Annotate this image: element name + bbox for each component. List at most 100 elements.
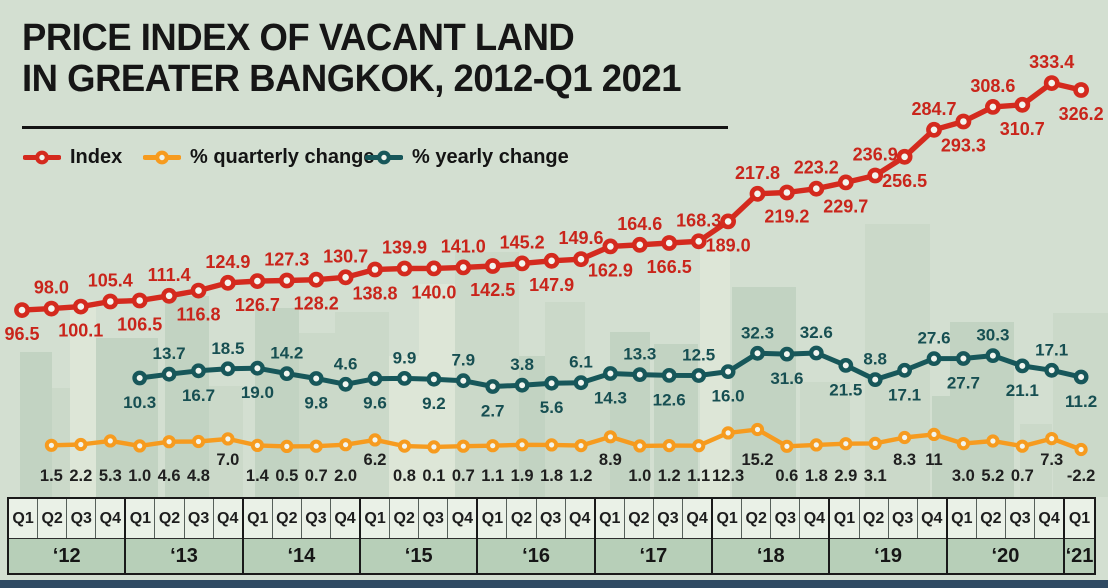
quarter-cell: Q1 [595, 499, 625, 538]
quarter-row: Q1 Q2 Q3 Q4 [478, 499, 594, 539]
data-point-marker [545, 438, 559, 452]
quarter-cell: Q2 [507, 499, 537, 538]
data-point-marker [456, 439, 470, 453]
quarter-cell: Q2 [155, 499, 185, 538]
data-point-marker [1014, 358, 1030, 374]
data-point-marker [425, 260, 442, 277]
chart-legend: Index % quarterly change % yearly change [0, 143, 1108, 171]
year-group: Q1 Q2 Q3 Q4 ‘15 [361, 499, 479, 573]
skyline-building [52, 388, 72, 497]
data-point-marker [896, 148, 913, 165]
quarter-cell: Q2 [390, 499, 420, 538]
data-point-label: 166.5 [647, 257, 692, 277]
data-point-marker [191, 363, 206, 379]
data-point-marker [427, 440, 441, 454]
quarter-cell: Q1 [1065, 499, 1094, 538]
data-point-label: 13.3 [623, 345, 656, 364]
year-group: Q1 Q2 Q3 Q4 ‘18 [713, 499, 831, 573]
quarter-cell: Q2 [976, 499, 1006, 538]
year-group: Q1 Q2 Q3 Q4 ‘13 [126, 499, 244, 573]
data-point-marker [279, 366, 295, 381]
data-point-label: 6.1 [569, 353, 593, 372]
data-point-marker [720, 364, 736, 379]
data-point-label: 116.8 [176, 305, 220, 325]
legend-item-index: Index [23, 143, 122, 171]
data-point-label: 8.9 [599, 451, 622, 469]
data-point-marker [161, 366, 177, 382]
data-point-marker [484, 258, 501, 274]
quarter-cell: Q4 [917, 499, 946, 538]
skyline-building [299, 333, 335, 497]
index-series-marker-icon [23, 150, 61, 164]
series-quarterly-change: 1.5 2.2 5.3 1.0 4.6 4.8 7.0 1.4 0.5 0.7 2.0 6.2 0.8 0… [40, 422, 1095, 485]
data-point-marker [1014, 96, 1031, 113]
data-point-label: 1.0 [128, 467, 151, 485]
quarter-row: Q1 Q2 Q3 Q4 [713, 499, 829, 539]
data-point-marker [602, 238, 619, 255]
series-index: 96.5 98.0 100.1 105.4 106.5 111.4 116.8 124.9 12… [4, 52, 1103, 344]
data-point-marker [219, 274, 236, 291]
data-point-label: 124.9 [205, 252, 250, 272]
data-point-label: 130.7 [323, 246, 368, 266]
legend-label-index: Index [70, 145, 123, 168]
data-point-label: 128.2 [294, 294, 339, 314]
year-label: ‘15 [404, 544, 433, 567]
quarter-cell: Q1 [243, 499, 273, 538]
quarter-cell: Q2 [38, 499, 68, 538]
data-point-label: 0.5 [275, 467, 298, 485]
data-point-label: 2.2 [69, 467, 92, 485]
data-point-label: 2.9 [834, 467, 857, 485]
data-point-marker [633, 439, 647, 453]
skyline-building [70, 300, 96, 497]
data-point-label: 12.5 [682, 346, 715, 365]
data-point-label: 9.6 [363, 394, 387, 413]
data-point-marker [14, 302, 30, 318]
data-point-label: 14.2 [270, 344, 303, 363]
data-point-label: 1.0 [628, 467, 651, 485]
data-point-marker [249, 360, 265, 376]
data-point-marker [514, 255, 530, 272]
data-point-label: 17.1 [888, 385, 921, 404]
data-point-marker [573, 375, 589, 391]
year-label: ‘20 [991, 544, 1020, 567]
data-point-label: 140.0 [411, 282, 456, 302]
quarter-cell: Q1 [9, 499, 39, 538]
data-point-marker [131, 292, 148, 309]
data-point-marker [603, 430, 618, 444]
data-point-marker [280, 439, 294, 453]
data-point-marker [779, 184, 795, 201]
data-point-label: 217.8 [735, 163, 780, 183]
data-point-label: 138.8 [352, 284, 397, 304]
quarter-cell: Q3 [653, 499, 683, 538]
title-line-1: PRICE INDEX OF VACANT LAND [22, 17, 575, 59]
data-point-marker [337, 269, 354, 286]
price-index-line-chart: 1.5 2.2 5.3 1.0 4.6 4.8 7.0 1.4 0.5 0.7 2.0 6.2 0.8 0… [4, 52, 1108, 497]
quarter-cell: Q1 [361, 499, 391, 538]
data-point-marker [191, 434, 206, 449]
data-point-label: 141.0 [441, 236, 486, 256]
skyline-building [1053, 313, 1108, 497]
quarter-cell: Q4 [96, 499, 125, 538]
data-point-label: 1.2 [570, 467, 593, 485]
quarter-cell: Q4 [800, 499, 829, 538]
data-point-marker [455, 259, 472, 276]
data-point-label: 32.6 [800, 323, 833, 342]
data-point-marker [309, 439, 323, 453]
data-point-label: 27.6 [917, 329, 950, 348]
data-point-label: 2.0 [334, 467, 357, 485]
data-point-marker [956, 351, 971, 366]
data-point-label: 147.9 [529, 275, 574, 295]
quarter-cell: Q4 [1035, 499, 1064, 538]
yearly-series-marker-icon [365, 150, 403, 164]
data-point-marker [837, 174, 854, 191]
skyline-building [335, 312, 389, 497]
data-point-label: 1.1 [687, 467, 710, 485]
data-point-marker [927, 427, 941, 441]
quarter-cell: Q3 [301, 499, 331, 538]
legend-item-yearly-change: % yearly change [365, 143, 569, 171]
data-point-label: 11.2 [1065, 392, 1097, 411]
data-point-label: 3.0 [952, 467, 975, 485]
year-label: ‘12 [52, 544, 81, 567]
data-point-label: 7.3 [1040, 451, 1063, 469]
